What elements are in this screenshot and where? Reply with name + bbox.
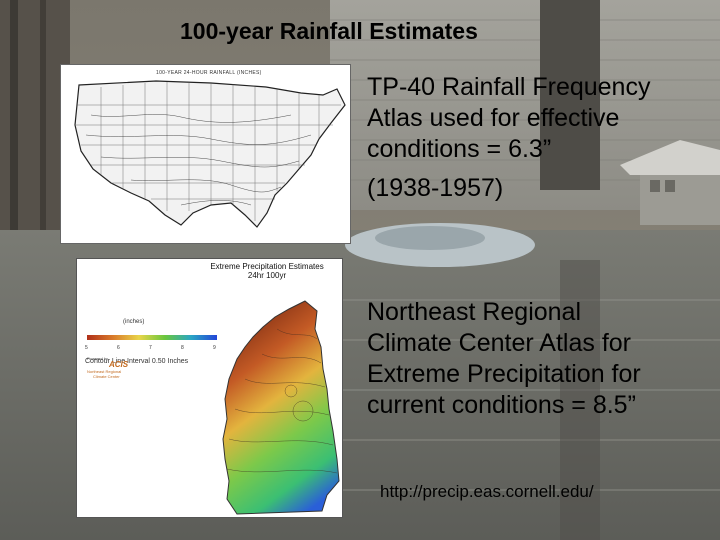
- nh-map-title: Extreme Precipitation Estimates 24hr 100…: [197, 262, 337, 280]
- nrcc-line: Extreme Precipitation for: [367, 360, 641, 388]
- nrcc-line: Northeast Regional: [367, 298, 582, 326]
- tp40-description: TP-40 Rainfall Frequency Atlas used for …: [367, 72, 712, 204]
- tp40-line: TP-40 Rainfall Frequency: [367, 73, 651, 101]
- nrcc-acis-logo: Powered by ACIS Northeast Regional Clima…: [87, 356, 147, 380]
- legend-tick: 8: [181, 345, 184, 351]
- tp40-line: conditions = 6.3”: [367, 135, 552, 163]
- nrcc-line: Climate Center Atlas for: [367, 329, 631, 357]
- legend-color-bar: [87, 335, 217, 340]
- legend-ticks: 5 6 7 8 9: [85, 345, 225, 353]
- logo-acis: ACIS: [109, 360, 129, 369]
- nrcc-description: Northeast Regional Climate Center Atlas …: [367, 297, 712, 421]
- legend-tick: 9: [213, 345, 216, 351]
- us-map-caption: 100-YEAR 24-HOUR RAINFALL (INCHES): [156, 70, 262, 76]
- source-url-link[interactable]: http://precip.eas.cornell.edu/: [380, 482, 594, 501]
- legend-tick: 7: [149, 345, 152, 351]
- legend-tick: 5: [85, 345, 88, 351]
- nh-state-shape: [222, 300, 340, 515]
- nh-precipitation-map: Extreme Precipitation Estimates 24hr 100…: [76, 258, 343, 518]
- tp40-line: Atlas used for effective: [367, 104, 620, 132]
- legend-tick: 6: [117, 345, 120, 351]
- nrcc-line: current conditions = 8.5”: [367, 391, 636, 419]
- tp40-years: (1938-1957): [367, 174, 504, 202]
- nh-map-title-line2: 24hr 100yr: [247, 271, 287, 280]
- us-rainfall-map: 100-YEAR 24-HOUR RAINFALL (INCHES): [60, 64, 351, 244]
- slide-title: 100-year Rainfall Estimates: [180, 18, 478, 44]
- logo-line1: Northeast Regional: [87, 369, 122, 374]
- nh-map-legend: (inches) 5 6 7 8 9 Contour Line Interval…: [79, 319, 224, 379]
- nh-map-title-line1: Extreme Precipitation Estimates: [210, 262, 324, 271]
- logo-line2: Climate Center: [93, 374, 120, 379]
- logo-powered-by: Powered by: [87, 356, 109, 361]
- us-map-outline: [74, 80, 346, 228]
- contour-interval-note: Contour Line Interval 0.50 Inches: [85, 358, 189, 365]
- legend-units: (inches): [123, 319, 145, 325]
